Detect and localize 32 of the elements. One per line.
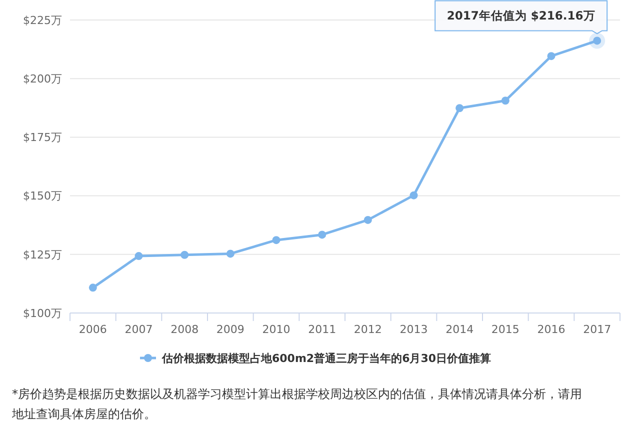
- point: [88, 284, 97, 292]
- annotation: 2017年估值为 $216.16万: [446, 8, 596, 23]
- point: [501, 96, 510, 105]
- x-tick-label: 2007: [124, 323, 153, 336]
- x-tick-label: 2014: [446, 323, 474, 336]
- y-tick-label: $125万: [23, 248, 62, 262]
- point: [272, 236, 280, 244]
- text: *房价趋势是根据历史数据以及机器学习模型计算出根据学校周边校区内的估值，具体情况请具体分析，请用地址查询具体房屋的估价。: [11, 387, 582, 421]
- point: [547, 52, 556, 60]
- x-tick-label: 2006: [78, 323, 107, 336]
- x-tick-label: 2008: [170, 323, 199, 336]
- point: [410, 191, 418, 200]
- x-tick-label: 2015: [491, 323, 520, 336]
- x-tick-label: 2017: [583, 323, 612, 336]
- y-tick-label: $100万: [23, 306, 62, 320]
- point: [456, 104, 464, 112]
- y-tick-label: $225万: [23, 14, 62, 27]
- x-tick-label: 2011: [308, 323, 336, 336]
- x-tick-label: 2010: [262, 323, 290, 336]
- y-tick-label: $200万: [23, 72, 62, 86]
- point: [180, 250, 189, 259]
- x-tick-label: 2012: [354, 323, 382, 336]
- y-tick-label: $175万: [23, 131, 62, 144]
- point: [134, 252, 143, 260]
- point: [318, 230, 326, 239]
- point: [226, 250, 234, 258]
- x-tick-label: 2009: [216, 323, 244, 336]
- x-tick-label: 2016: [537, 323, 566, 336]
- y-tick-label: $150万: [23, 190, 62, 203]
- x-tick-label: 2013: [400, 323, 428, 336]
- legend-label: 估价根据数据模型占地600m2普通三房于当年的6月30日价值推算: [161, 352, 492, 365]
- point: [364, 216, 372, 224]
